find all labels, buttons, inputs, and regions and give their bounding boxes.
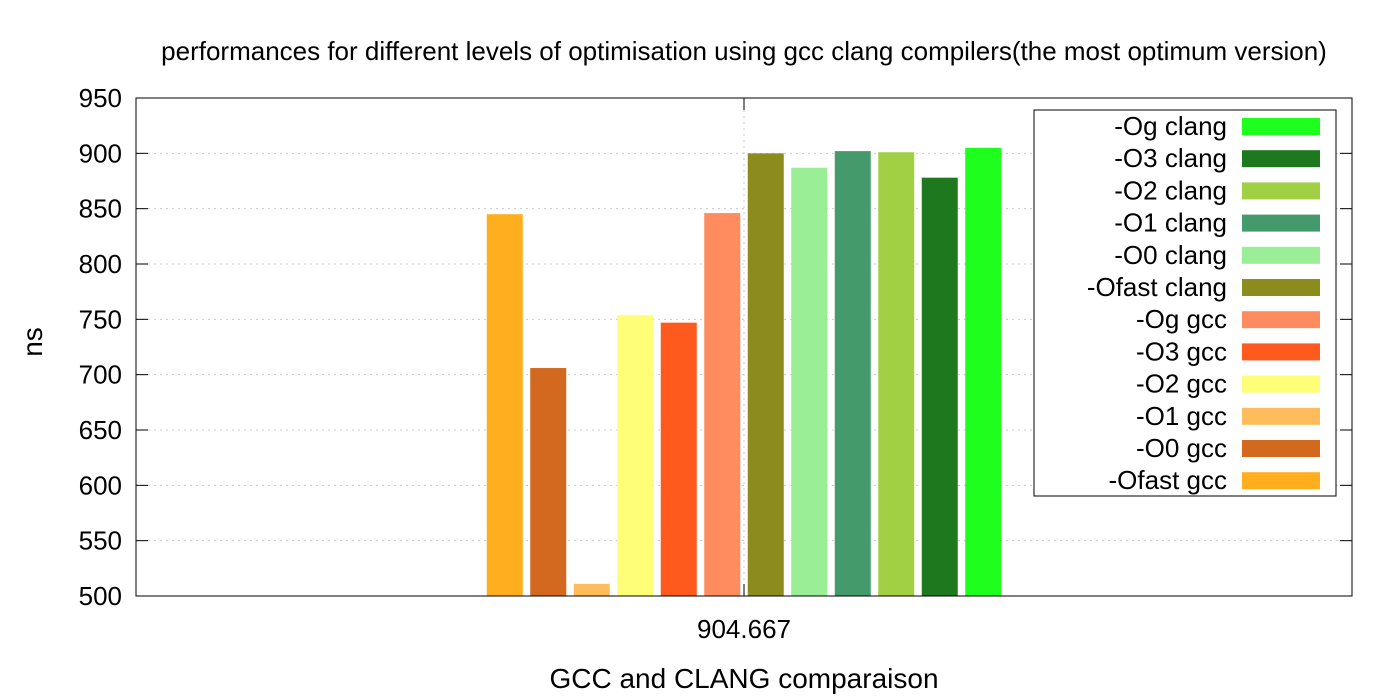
y-tick-label: 550 xyxy=(79,526,122,556)
bar xyxy=(747,153,784,597)
legend-swatch xyxy=(1242,343,1320,361)
legend-swatch xyxy=(1242,118,1320,135)
bar xyxy=(921,177,958,596)
legend-swatch xyxy=(1242,311,1320,329)
legend: -Og clang-O3 clang-O2 clang-O1 clang-O0 … xyxy=(1033,109,1337,497)
legend-label: -Ofast gcc xyxy=(1109,465,1227,495)
legend-box xyxy=(1033,109,1337,497)
chart-title: performances for different levels of opt… xyxy=(161,36,1327,66)
legend-label: -O2 clang xyxy=(1114,175,1227,205)
bar xyxy=(965,147,1002,597)
legend-label: -O3 clang xyxy=(1114,143,1227,173)
x-axis-label: GCC and CLANG comparaison xyxy=(549,663,938,694)
bar xyxy=(878,152,915,596)
bar xyxy=(834,151,871,596)
legend-label: -O2 gcc xyxy=(1136,369,1227,399)
bar xyxy=(486,214,523,596)
legend-label: -Og clang xyxy=(1114,111,1227,141)
legend-label: -O1 gcc xyxy=(1136,401,1227,431)
legend-label: -Ofast clang xyxy=(1087,272,1227,302)
legend-label: -O0 clang xyxy=(1114,240,1227,270)
y-tick-label: 900 xyxy=(79,138,122,168)
bar xyxy=(530,368,567,596)
x-tick-label: 904.667 xyxy=(697,614,791,644)
bar xyxy=(791,167,828,596)
legend-swatch xyxy=(1242,375,1320,393)
y-tick-label: 600 xyxy=(79,470,122,500)
y-tick-label: 950 xyxy=(79,83,122,113)
legend-swatch xyxy=(1242,407,1320,425)
legend-swatch xyxy=(1242,182,1320,200)
legend-swatch xyxy=(1242,150,1320,168)
y-axis-label: ns xyxy=(17,327,48,357)
legend-label: -O3 gcc xyxy=(1136,336,1227,366)
y-tick-label: 850 xyxy=(79,194,122,224)
legend-swatch xyxy=(1242,440,1320,457)
y-tick-label: 650 xyxy=(79,415,122,445)
legend-label: -O0 gcc xyxy=(1136,433,1227,463)
bar xyxy=(573,583,610,596)
legend-swatch xyxy=(1242,214,1320,232)
legend-label: -O1 clang xyxy=(1114,208,1227,238)
bars xyxy=(486,147,1002,597)
y-tick-label: 500 xyxy=(79,581,122,611)
y-tick-label: 750 xyxy=(79,304,122,334)
y-tick-label: 700 xyxy=(79,360,122,390)
bar xyxy=(660,322,697,596)
legend-swatch xyxy=(1242,279,1320,296)
legend-swatch xyxy=(1242,246,1320,264)
bar xyxy=(617,314,654,596)
axes: 500 550 600 650 700 750 800 850 900 950 904.667 xyxy=(79,83,1353,644)
legend-label: -Og gcc xyxy=(1136,304,1227,334)
legend-swatch xyxy=(1242,472,1320,490)
y-tick-label: 800 xyxy=(79,249,122,279)
bar xyxy=(704,213,741,597)
